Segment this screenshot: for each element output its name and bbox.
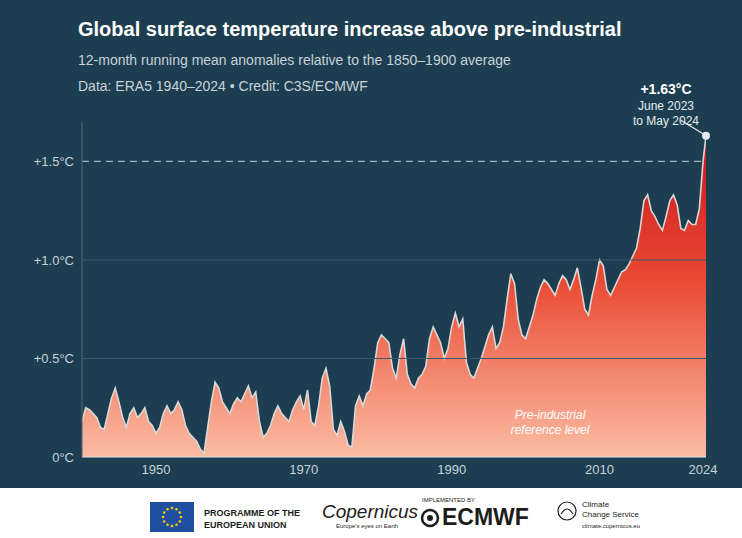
svg-text:2010: 2010 (585, 462, 614, 477)
svg-text:to May 2024: to May 2024 (633, 114, 699, 128)
svg-text:June 2023: June 2023 (638, 99, 694, 113)
html-text:Europe's eyes on Earth: Europe's eyes on Earth (336, 523, 399, 529)
svg-text:+1.0°C: +1.0°C (34, 253, 74, 268)
svg-text:1970: 1970 (289, 462, 318, 477)
html-text:climate.copernicus.eu: climate.copernicus.eu (582, 523, 640, 529)
svg-text:+1.63°C: +1.63°C (640, 81, 691, 97)
html-text:reference level: reference level (510, 423, 590, 437)
svg-text:1990: 1990 (437, 462, 466, 477)
html-text:Pre-industrial: Pre-industrial (514, 408, 586, 422)
svg-text:+1.5°C: +1.5°C (34, 154, 74, 169)
html-text:Copernicus: Copernicus (322, 501, 419, 522)
html-text:IMPLEMENTED BY: IMPLEMENTED BY (422, 497, 475, 503)
html-text:Change Service: Change Service (582, 510, 639, 519)
svg-text:1950: 1950 (141, 462, 170, 477)
html-text:Climate: Climate (582, 500, 610, 509)
html-text:Data: ERA5 1940–2024 • Credit:: Data: ERA5 1940–2024 • Credit: C3S/ECMWF (78, 78, 368, 94)
html-text:12-month running mean anomalie: 12-month running mean anomalies relative… (78, 52, 511, 68)
html-text:ECMWF: ECMWF (442, 504, 529, 530)
html-text:PROGRAMME OF THE: PROGRAMME OF THE (204, 508, 300, 518)
svg-text:2024: 2024 (689, 462, 718, 477)
html-text:Global surface temperature inc: Global surface temperature increase abov… (78, 18, 622, 40)
svg-text:0°C: 0°C (52, 450, 74, 465)
html-text:EUROPEAN UNION: EUROPEAN UNION (204, 520, 287, 530)
svg-text:+0.5°C: +0.5°C (34, 351, 74, 366)
